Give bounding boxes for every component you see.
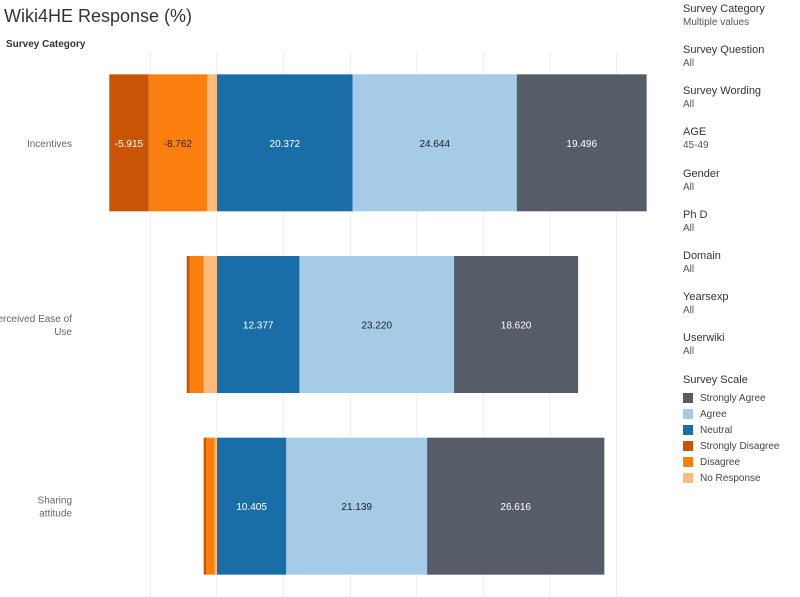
filter-survey-question[interactable]: Survey Question All (683, 44, 764, 70)
legend-swatch (683, 457, 693, 467)
legend-title: Survey Scale (683, 374, 748, 386)
filter-value: All (683, 99, 695, 110)
category-label: Perceived Ease of (0, 314, 72, 325)
legend-item-no-response[interactable]: No Response (683, 470, 779, 486)
filter-label: Userwiki (683, 332, 725, 344)
legend-swatch (683, 393, 693, 403)
data-label: 21.139 (341, 502, 372, 513)
data-label: 12.377 (243, 321, 274, 332)
bar-no-response (203, 256, 217, 393)
diverging-bar-chart: Incentives -8.762 -5.915 20.372 24.644 19.496… (0, 52, 647, 597)
bar-no-response (207, 74, 217, 212)
filter-value: All (683, 223, 695, 234)
data-label: 24.644 (419, 139, 450, 150)
filter-age[interactable]: AGE 45-49 (683, 126, 709, 152)
filter-yearsexp[interactable]: Yearsexp All (683, 291, 728, 317)
bar-strongly-agree (427, 437, 605, 575)
legend-item-strongly-agree[interactable]: Strongly Agree (683, 390, 779, 406)
filter-label: Survey Category (683, 3, 765, 15)
category-axis-header: Survey Category (6, 39, 86, 50)
bar-neutral (217, 74, 353, 212)
filter-survey-wording[interactable]: Survey Wording All (683, 85, 761, 111)
filter-value: All (683, 305, 695, 316)
filter-label: Ph D (683, 209, 708, 221)
legend-label: Disagree (700, 456, 741, 468)
data-label: 18.620 (501, 321, 532, 332)
legend-label: Strongly Agree (700, 392, 766, 404)
legend-item-agree[interactable]: Agree (683, 406, 779, 422)
filter-gender[interactable]: Gender All (683, 168, 720, 194)
filter-value: All (683, 264, 695, 275)
data-label: 19.496 (566, 139, 597, 150)
legend-item-neutral[interactable]: Neutral (683, 422, 779, 438)
filter-label: AGE (683, 126, 707, 138)
legend: Survey Scale Strongly Agree Agree Neutra… (683, 374, 779, 486)
data-label: 20.372 (270, 139, 301, 150)
legend-swatch (683, 425, 693, 435)
data-label: -8.762 (164, 139, 193, 150)
bar-disagree (206, 437, 215, 575)
filter-value: All (683, 346, 695, 357)
legend-label: Strongly Disagree (700, 440, 780, 452)
bar-neutral (217, 437, 287, 575)
data-label: 23.220 (361, 321, 392, 332)
legend-swatch (683, 441, 693, 451)
legend-label: No Response (700, 472, 761, 484)
bar-strongly-disagree (109, 74, 149, 212)
filter-phd[interactable]: Ph D All (683, 209, 707, 235)
legend-swatch (683, 409, 693, 419)
category-label: Incentives (27, 139, 72, 150)
bar-disagree (189, 256, 204, 393)
bar-agree (352, 74, 517, 212)
filter-label: Gender (683, 168, 720, 180)
data-label: 10.405 (236, 502, 267, 513)
legend-item-disagree[interactable]: Disagree (683, 454, 779, 470)
chart-title: Wiki4HE Response (%) (4, 6, 193, 26)
legend-item-strongly-disagree[interactable]: Strongly Disagree (683, 438, 779, 454)
bar-disagree (148, 74, 208, 212)
bar-agree (299, 256, 455, 393)
filter-label: Survey Question (683, 44, 765, 56)
bar-agree (286, 437, 428, 575)
bar-strongly-agree (454, 256, 579, 393)
bar-no-response (214, 437, 217, 575)
data-label: 26.616 (500, 502, 531, 513)
filter-survey-category[interactable]: Survey Category Multiple values (683, 3, 765, 29)
filter-userwiki[interactable]: Userwiki All (683, 332, 725, 358)
filter-value: Multiple values (683, 17, 750, 28)
legend-label: Agree (700, 408, 727, 420)
bar-strongly-agree (516, 74, 647, 212)
bar-strongly-disagree (186, 256, 190, 393)
filter-label: Domain (683, 250, 721, 262)
filter-value: All (683, 58, 695, 69)
category-label: Sharing (38, 496, 72, 507)
category-label: attitude (39, 509, 72, 520)
legend-label: Neutral (700, 424, 733, 436)
bar-neutral (217, 256, 300, 393)
filter-value: 45-49 (683, 140, 709, 151)
category-label: Use (54, 327, 72, 338)
data-label: -5.915 (115, 139, 144, 150)
bar-strongly-disagree (203, 437, 207, 575)
filter-domain[interactable]: Domain All (683, 250, 721, 276)
filter-label: Yearsexp (683, 291, 729, 303)
filter-value: All (683, 182, 695, 193)
filter-label: Survey Wording (683, 85, 762, 97)
legend-swatch (683, 473, 693, 483)
